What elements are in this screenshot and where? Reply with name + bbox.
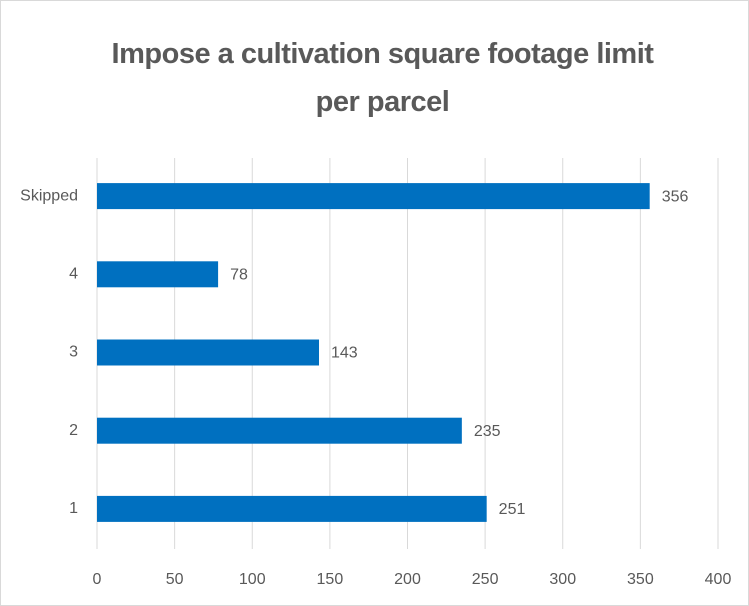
data-label: 251 — [499, 501, 526, 518]
bar — [97, 183, 650, 210]
x-tick-label: 300 — [549, 571, 576, 588]
y-tick-label: Skipped — [20, 187, 78, 204]
chart-title: Impose a cultivation square footage limi… — [111, 38, 654, 118]
data-label: 356 — [662, 188, 689, 205]
data-label: 235 — [474, 423, 501, 440]
bar — [97, 417, 462, 444]
y-tick-label: 3 — [69, 344, 78, 361]
x-tick-label: 0 — [93, 571, 102, 588]
x-tick-label: 200 — [394, 571, 421, 588]
x-tick-label: 350 — [627, 571, 654, 588]
x-tick-label: 150 — [317, 571, 344, 588]
bar — [97, 495, 487, 522]
bar — [97, 261, 219, 288]
y-tick-label: 1 — [69, 500, 78, 517]
y-tick-label: 2 — [69, 422, 78, 439]
data-label: 78 — [230, 267, 248, 284]
y-tick-label: 4 — [69, 266, 78, 283]
x-tick-label: 50 — [166, 571, 184, 588]
x-tick-label: 400 — [705, 571, 732, 588]
data-label: 143 — [331, 345, 358, 362]
x-tick-label: 100 — [239, 571, 266, 588]
x-tick-label: 250 — [472, 571, 499, 588]
bar — [97, 339, 320, 366]
